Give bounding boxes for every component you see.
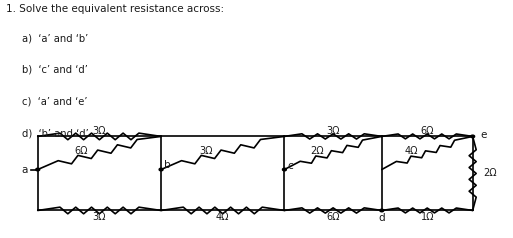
Text: 2Ω: 2Ω [483, 169, 497, 178]
Text: b)  ‘c’ and ‘d’: b) ‘c’ and ‘d’ [22, 65, 88, 75]
Circle shape [471, 135, 475, 138]
Text: e: e [481, 130, 487, 140]
Text: c)  ‘a’ and ‘e’: c) ‘a’ and ‘e’ [22, 97, 87, 107]
Text: 6Ω: 6Ω [421, 126, 434, 136]
Text: 6Ω: 6Ω [74, 146, 88, 156]
Text: 3Ω: 3Ω [326, 126, 340, 136]
Text: 1Ω: 1Ω [421, 212, 434, 222]
Text: c: c [287, 161, 293, 171]
Circle shape [36, 168, 40, 171]
Text: 6Ω: 6Ω [326, 212, 340, 222]
Text: 2Ω: 2Ω [311, 146, 324, 156]
Circle shape [159, 168, 163, 171]
Text: 3Ω: 3Ω [199, 146, 212, 156]
Circle shape [283, 168, 286, 171]
Text: a: a [21, 164, 27, 174]
Text: 4Ω: 4Ω [216, 212, 229, 222]
Text: 3Ω: 3Ω [93, 126, 106, 136]
Text: d)  ‘b’ and ‘d’: d) ‘b’ and ‘d’ [22, 129, 89, 139]
Text: 3Ω: 3Ω [93, 212, 106, 222]
Text: 4Ω: 4Ω [405, 146, 419, 156]
Text: b: b [164, 160, 170, 170]
Circle shape [380, 209, 384, 212]
Text: d: d [379, 213, 385, 223]
Text: a)  ‘a’ and ‘b’: a) ‘a’ and ‘b’ [22, 33, 88, 43]
Text: 1. Solve the equivalent resistance across:: 1. Solve the equivalent resistance acros… [7, 4, 225, 14]
